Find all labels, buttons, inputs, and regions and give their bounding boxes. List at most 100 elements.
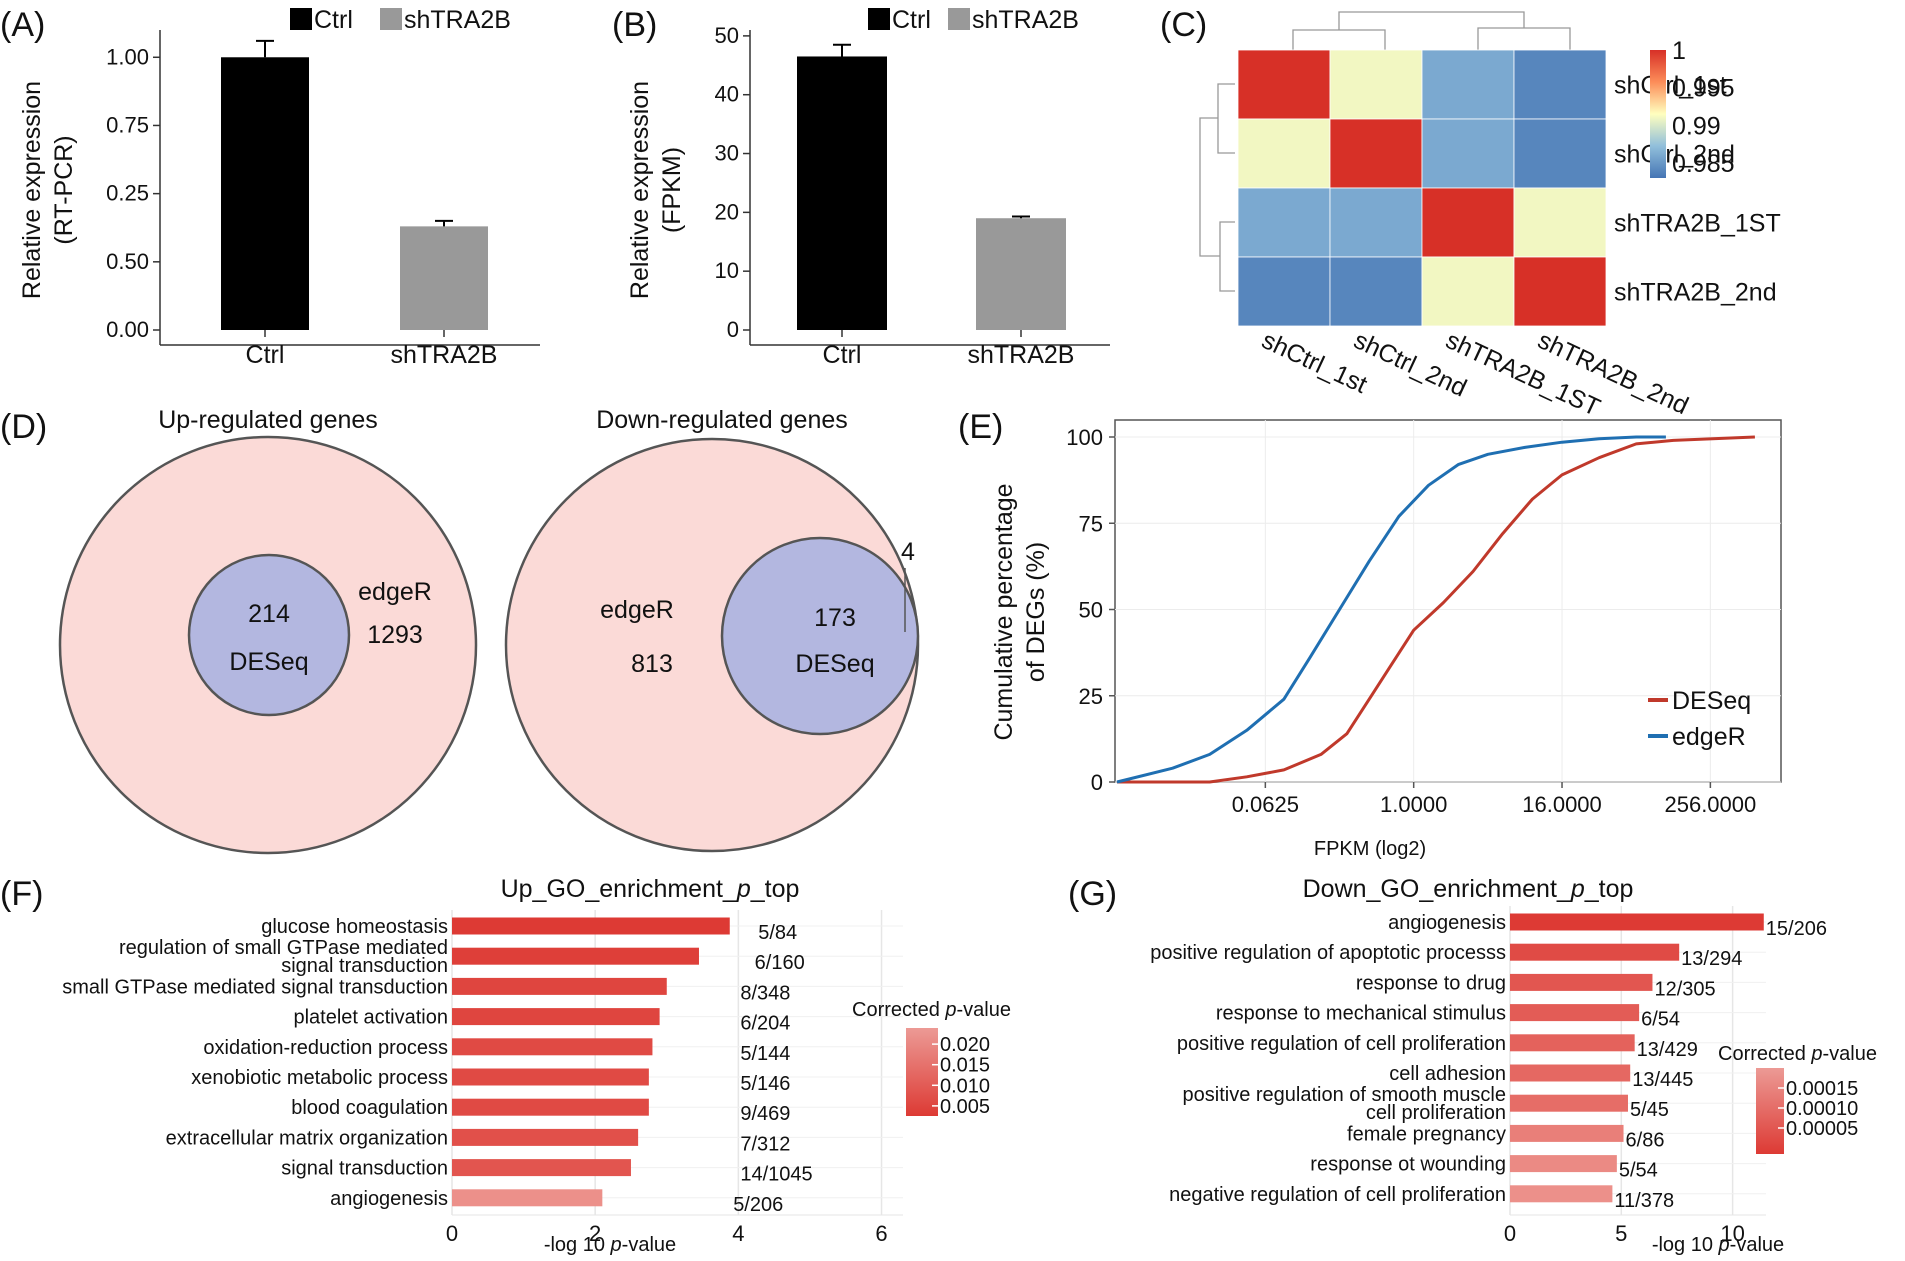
f-bar [452,1098,649,1116]
a-xtick-label: shTRA2B [391,341,498,369]
a-legend-ctrl: Ctrl [314,6,353,34]
c-heatmap-cell [1237,118,1331,189]
e-ylabel-line1: Cumulative percentage [990,483,1018,740]
c-row-label: shCtrl_2nd [1614,141,1735,169]
panel-label-e: (E) [958,408,1003,446]
e-ytick-label: 50 [1079,598,1103,623]
g-count-label: 12/305 [1654,978,1715,1000]
g-xtick-label: 10 [1720,1221,1744,1246]
e-xtick-label: 256.0000 [1664,792,1756,817]
g-bar [1510,973,1653,991]
f-colorbar [906,1028,938,1116]
b-ytick-label: 30 [715,141,739,166]
d-up-edger-count: 1293 [367,621,423,649]
b-legend-swatch-ctrl [868,8,890,30]
g-title: Down_GO_enrichment_p_top [1303,875,1634,903]
f-category-label: xenobiotic metabolic process [191,1067,448,1089]
e-xtick-label: 1.0000 [1380,792,1447,817]
c-top-dendro-right [1477,27,1571,50]
e-legend-deseq: DESeq [1672,687,1751,715]
c-heatmap-cell [1329,118,1423,189]
g-category-label: positive regulation of smooth muscle cell… [1183,1084,1507,1124]
g-category-line1: positive regulation of smooth muscle [1183,1084,1507,1106]
panel-e-cdf-plot: 0 25 50 75 100 0.0625 1.0000 16.0000 256.0000 Cu… [990,419,1782,860]
panel-a-bar-chart: 0.00 0.50 0.25 0.75 1.00 Ctrl shTRA2B Relativ… [18,6,540,369]
f-count-label: 8/348 [740,982,790,1004]
b-legend-ctrl: Ctrl [892,6,931,34]
a-legend-swatch-shtra2b [380,8,402,30]
g-xlabel: -log 10 p-value [1652,1234,1784,1256]
c-heatmap-cell [1237,256,1331,327]
c-top-dendro-left [1292,29,1386,50]
f-category-label: signal transduction [281,1158,448,1180]
c-heatmap-cell [1513,187,1607,258]
a-ytick-label: 0.50 [106,249,149,274]
f-bar [452,947,699,965]
g-bar [1510,1185,1613,1203]
g-xtick-label: 0 [1504,1221,1516,1246]
f-category-label: glucose homeostasis [261,916,448,938]
g-colorbar [1756,1068,1784,1154]
a-legend-shtra2b: shTRA2B [404,6,511,34]
b-error-bar [1012,215,1030,219]
c-colorbar-label: 1 [1672,37,1686,65]
g-count-label: 15/206 [1766,918,1827,940]
g-count-label: 6/54 [1641,1009,1680,1031]
g-bar [1510,913,1764,931]
f-category-line2: signal transduction [281,955,448,977]
f-category-label: blood coagulation [291,1097,448,1119]
d-up-deseq-count: 214 [248,600,290,628]
panel-d-venn: Up-regulated genes Down-regulated genes … [58,406,920,855]
d-up-edger-label: edgeR [358,578,432,606]
c-heatmap-cell [1421,118,1515,189]
panel-label-a: (A) [0,6,45,44]
g-bar [1510,1064,1631,1082]
g-category-label: positive regulation of cell proliferatio… [1177,1033,1506,1055]
c-colorbar-label: 0.985 [1672,150,1735,178]
b-xtick-label: shTRA2B [968,341,1075,369]
f-colorbar-label: 0.010 [940,1075,990,1097]
f-category-line1: regulation of small GTPase mediated [119,937,448,959]
c-heatmap-cell [1421,187,1515,258]
f-count-label: 6/204 [740,1013,790,1035]
c-heatmap-cell [1329,256,1423,327]
c-left-dendro-root [1199,117,1220,257]
c-left-dendro-bottom [1219,221,1235,292]
c-heatmap-cell [1329,187,1423,258]
f-category-label: platelet activation [293,1007,448,1029]
f-xlabel: -log 10 p-value [544,1234,676,1256]
a-xtick-label: Ctrl [246,341,285,369]
d-down-deseq-circle [720,536,920,736]
f-colorbar-label: 0.020 [940,1034,990,1056]
f-count-label: 5/206 [733,1194,783,1216]
g-count-label: 6/86 [1626,1129,1665,1151]
c-top-dendro-root [1338,11,1525,30]
d-down-title: Down-regulated genes [596,406,848,434]
e-ytick-label: 0 [1091,770,1103,795]
g-bar [1510,1155,1617,1173]
g-xtick-label: 5 [1615,1221,1627,1246]
f-bar [452,1189,603,1207]
d-up-title: Up-regulated genes [158,406,378,434]
c-heatmap-cell [1513,49,1607,120]
panel-label-g: (G) [1068,875,1117,913]
g-category-label: angiogenesis [1388,912,1506,934]
a-error-bar [256,39,274,58]
e-xlabel: FPKM (log2) [1314,838,1426,860]
b-bar [797,56,887,331]
b-ytick-label: 40 [715,82,739,107]
b-ytick-label: 50 [715,23,739,48]
f-count-label: 5/84 [758,922,797,944]
b-ylabel-line1: Relative expression [626,81,654,299]
g-category-label: positive regulation of apoptotic process… [1150,942,1506,964]
f-count-label: 14/1045 [740,1164,812,1186]
g-count-label: 13/445 [1632,1069,1693,1091]
f-colorbar-label: 0.005 [940,1096,990,1118]
c-heatmap-cell [1237,49,1331,120]
f-category-label: angiogenesis [330,1188,448,1210]
d-down-edger-count: 813 [631,650,673,678]
f-count-label: 9/469 [740,1103,790,1125]
c-colorbar-label: 0.99 [1672,112,1721,140]
e-series-line-edger [1116,435,1666,784]
f-bar [452,1038,653,1056]
